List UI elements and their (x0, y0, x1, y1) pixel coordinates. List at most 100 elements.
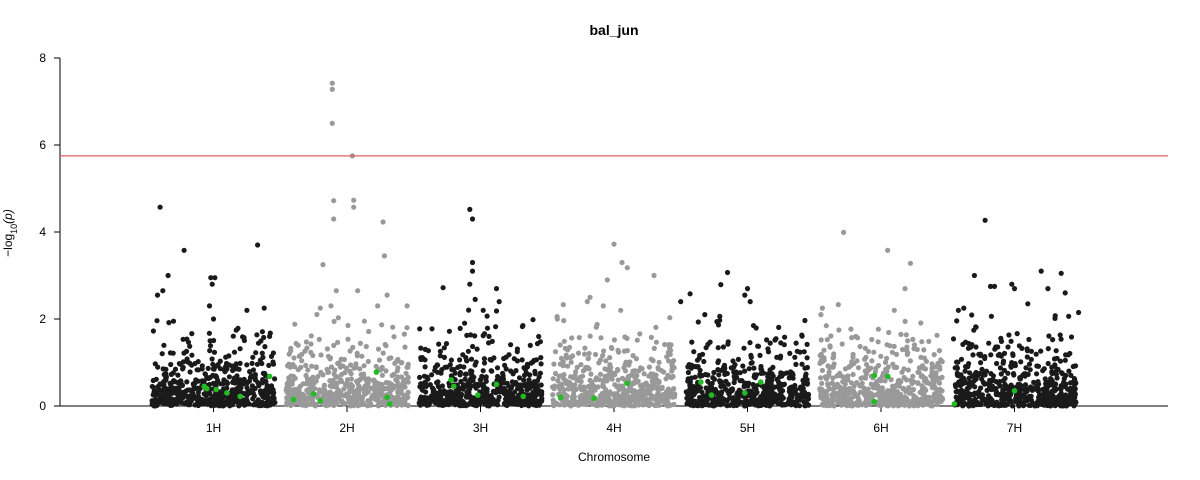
snp-point (931, 380, 937, 386)
snp-point (215, 377, 221, 383)
snp-point (928, 373, 934, 379)
snp-point (368, 402, 374, 408)
snp-point (314, 311, 320, 318)
snp-point (165, 401, 171, 407)
snp-point (776, 324, 782, 330)
snp-point (265, 398, 271, 404)
snp-point (1035, 385, 1041, 392)
snp-point (720, 344, 727, 350)
snp-point (366, 377, 372, 383)
snp-point (452, 377, 458, 383)
snp-point (988, 313, 995, 319)
snp-point (972, 371, 978, 377)
snp-point (936, 389, 942, 395)
snp-point (630, 353, 636, 359)
snp-point (575, 350, 582, 356)
snp-point (981, 370, 988, 377)
snp-point (683, 389, 689, 395)
snp-point (1000, 358, 1007, 364)
snp-point (847, 385, 853, 392)
snp-point (491, 355, 497, 361)
snp-point (172, 366, 179, 372)
snp-point (177, 390, 184, 396)
snp-point (503, 402, 509, 408)
snp-point (536, 402, 542, 408)
snp-point (1049, 378, 1055, 384)
snp-point (837, 384, 843, 390)
snp-peak-point (244, 307, 250, 313)
snp-point (865, 348, 872, 355)
snp-point (988, 352, 994, 358)
snp-point (358, 376, 364, 382)
snp-point (692, 374, 698, 380)
snp-point (733, 372, 739, 378)
snp-point (976, 401, 982, 408)
snp-point (875, 326, 882, 332)
snp-point (848, 326, 854, 332)
snp-point (376, 357, 383, 363)
snp-point (709, 380, 715, 387)
snp-point (220, 395, 226, 401)
snp-point (303, 403, 309, 409)
snp-point (422, 379, 428, 385)
snp-point (973, 344, 979, 350)
snp-point (489, 338, 495, 344)
snp-point (753, 386, 759, 392)
snp-point (801, 349, 807, 355)
snp-point (631, 380, 637, 386)
snp-point (442, 364, 448, 370)
snp-point (1058, 336, 1064, 342)
snp-point (787, 375, 793, 381)
snp-point (365, 358, 371, 365)
snp-point (229, 363, 235, 369)
snp-peak-point (1038, 268, 1044, 274)
snp-point (1006, 332, 1012, 338)
snp-point (986, 340, 992, 346)
snp-point (530, 393, 537, 399)
snp-peak-point (469, 259, 476, 266)
snp-point (976, 351, 982, 357)
snp-point (969, 392, 975, 398)
snp-point (435, 362, 441, 368)
snp-point (480, 368, 486, 374)
snp-point (818, 337, 824, 343)
snp-point (960, 375, 967, 381)
snp-point (700, 351, 706, 357)
snp-point (405, 374, 411, 380)
highlighted-snp-point (204, 385, 210, 392)
snp-point (695, 388, 701, 394)
snp-point (691, 349, 697, 355)
snp-point (264, 385, 270, 391)
snp-peak-point (587, 294, 593, 300)
snp-point (178, 361, 184, 367)
highlighted-snp-point (237, 393, 243, 400)
snp-point (564, 354, 570, 360)
snp-point (181, 391, 187, 397)
snp-point (312, 403, 319, 409)
snp-point (962, 368, 968, 374)
snp-point (1016, 403, 1022, 409)
snp-point (662, 341, 668, 348)
snp-point (217, 402, 223, 408)
snp-point (770, 364, 776, 370)
snp-point (1026, 336, 1032, 343)
snp-point (195, 378, 201, 384)
snp-point (772, 337, 778, 343)
snp-point (154, 318, 160, 324)
snp-peak-point (584, 299, 590, 305)
highlighted-snp-point (951, 401, 958, 407)
snp-point (973, 376, 979, 382)
snp-point (627, 359, 633, 365)
snp-point (824, 403, 830, 409)
snp-point (331, 371, 337, 377)
snp-point (253, 350, 259, 356)
snp-point (212, 373, 218, 379)
snp-point (152, 396, 159, 402)
snp-point (910, 373, 916, 379)
snp-peak-point (206, 303, 213, 309)
snp-point (309, 376, 315, 382)
snp-point (825, 381, 831, 387)
snp-point (237, 377, 243, 383)
snp-point (955, 388, 961, 394)
snp-point (914, 346, 920, 353)
